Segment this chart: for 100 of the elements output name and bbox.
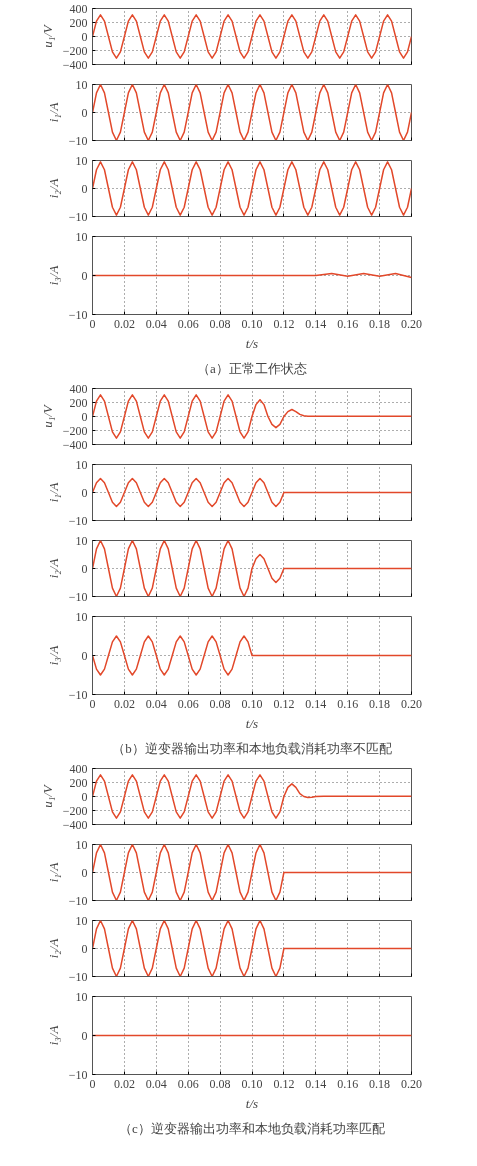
y-tick-label: 10 [75,153,88,168]
line-series [92,844,412,901]
line-series [92,161,412,216]
y-tick-label: 400 [69,761,88,776]
line-series [92,920,412,977]
x-tick-label: 0.08 [209,1076,231,1091]
y-axis-title: i₂/A [45,938,61,959]
x-axis-title: t/s [245,715,259,731]
y-tick-label: 400 [69,381,88,396]
y-tick-label: −10 [68,687,88,702]
y-tick-label: −10 [68,307,88,322]
y-tick-label: −10 [68,209,88,224]
x-tick-label: 0.04 [145,316,167,331]
y-tick-label: −10 [68,513,88,528]
x-tick-label: 0.18 [369,1076,391,1091]
y-tick-label: −400 [62,57,88,72]
y-axis-title: i₁/A [45,862,61,883]
text: （b）逆变器输出功率和本地负载消耗功率不匹配 [112,740,392,756]
line-series [92,635,412,676]
y-tick-label: −10 [68,133,88,148]
y-tick-label: 10 [75,229,88,244]
y-tick-label: −10 [68,893,88,908]
y-axis-title: u₁/V [39,23,55,48]
y-axis-title: i₂/A [45,178,61,199]
x-tick-label: 0.06 [177,316,199,331]
y-axis-title: i₃/A [45,1025,61,1046]
y-axis-title: i₃/A [45,265,61,286]
y-tick-label: −10 [68,969,88,984]
x-tick-label: 0.02 [113,1076,135,1091]
line-series [92,14,412,59]
y-axis-title: u₁/V [39,783,55,808]
y-tick-label: 10 [75,533,88,548]
x-tick-label: 0.16 [337,316,359,331]
y-tick-label: 0 [81,105,88,120]
x-tick-label: 0.02 [113,316,135,331]
x-axis-title: t/s [245,335,259,351]
line-series [92,84,412,141]
y-tick-label: 0 [81,941,88,956]
text: （c）逆变器输出功率和本地负载消耗功率匹配 [119,1120,385,1136]
x-axis-title: t/s [245,1095,259,1111]
x-tick-label: 0.18 [369,316,391,331]
y-tick-label: −200 [62,423,88,438]
y-tick-label: 0 [81,561,88,576]
x-tick-label: 0.12 [273,696,295,711]
y-tick-label: 0 [81,1028,88,1043]
x-tick-label: 0.04 [145,696,167,711]
line-series [92,774,412,819]
x-tick-label: 0.10 [241,696,263,711]
text: （a）正常工作状态 [197,360,307,376]
y-tick-label: −10 [68,1067,88,1082]
x-tick-label: 0.06 [177,696,199,711]
y-tick-label: 400 [69,1,88,16]
x-tick-label: 0.06 [177,1076,199,1091]
y-tick-label: 0 [81,181,88,196]
line-series [92,540,412,597]
y-axis-title: u₁/V [39,403,55,428]
x-tick-label: 0.18 [369,696,391,711]
line-series [92,394,412,439]
y-tick-label: 10 [75,837,88,852]
x-tick-label: 0.02 [113,696,135,711]
x-tick-label: 0.10 [241,1076,263,1091]
y-tick-label: 10 [75,989,88,1004]
x-tick-label: 0.04 [145,1076,167,1091]
x-tick-label: 0.08 [209,696,231,711]
y-tick-label: 0 [81,485,88,500]
y-tick-label: 10 [75,77,88,92]
y-tick-label: 0 [81,865,88,880]
y-tick-label: 200 [69,775,88,790]
y-tick-label: 0 [81,29,88,44]
x-tick-label: 0.20 [401,316,422,331]
y-tick-label: 0 [81,409,88,424]
x-tick-label: 0.14 [305,696,327,711]
x-tick-label: 0.16 [337,696,359,711]
x-tick-label: 0.08 [209,316,231,331]
x-tick-label: 0.10 [241,316,263,331]
x-tick-label: 0.20 [401,1076,422,1091]
x-tick-label: 0.12 [273,1076,295,1091]
y-tick-label: −400 [62,817,88,832]
y-axis-title: i₁/A [45,102,61,123]
y-tick-label: 10 [75,913,88,928]
y-tick-label: 10 [75,609,88,624]
y-tick-label: −200 [62,43,88,58]
y-tick-label: 0 [81,648,88,663]
y-axis-title: i₂/A [45,558,61,579]
y-tick-label: 10 [75,457,88,472]
x-tick-label: 0.14 [305,316,327,331]
y-tick-label: 200 [69,395,88,410]
x-tick-label: 0.20 [401,696,422,711]
y-tick-label: 0 [81,789,88,804]
y-tick-label: −10 [68,589,88,604]
y-tick-label: 200 [69,15,88,30]
y-tick-label: −400 [62,437,88,452]
y-tick-label: −200 [62,803,88,818]
x-tick-label: 0.12 [273,316,295,331]
y-tick-label: 0 [81,268,88,283]
x-tick-label: 0.16 [337,1076,359,1091]
line-series [92,477,412,508]
y-axis-title: i₁/A [45,482,61,503]
x-tick-label: 0.14 [305,1076,327,1091]
y-axis-title: i₃/A [45,645,61,666]
